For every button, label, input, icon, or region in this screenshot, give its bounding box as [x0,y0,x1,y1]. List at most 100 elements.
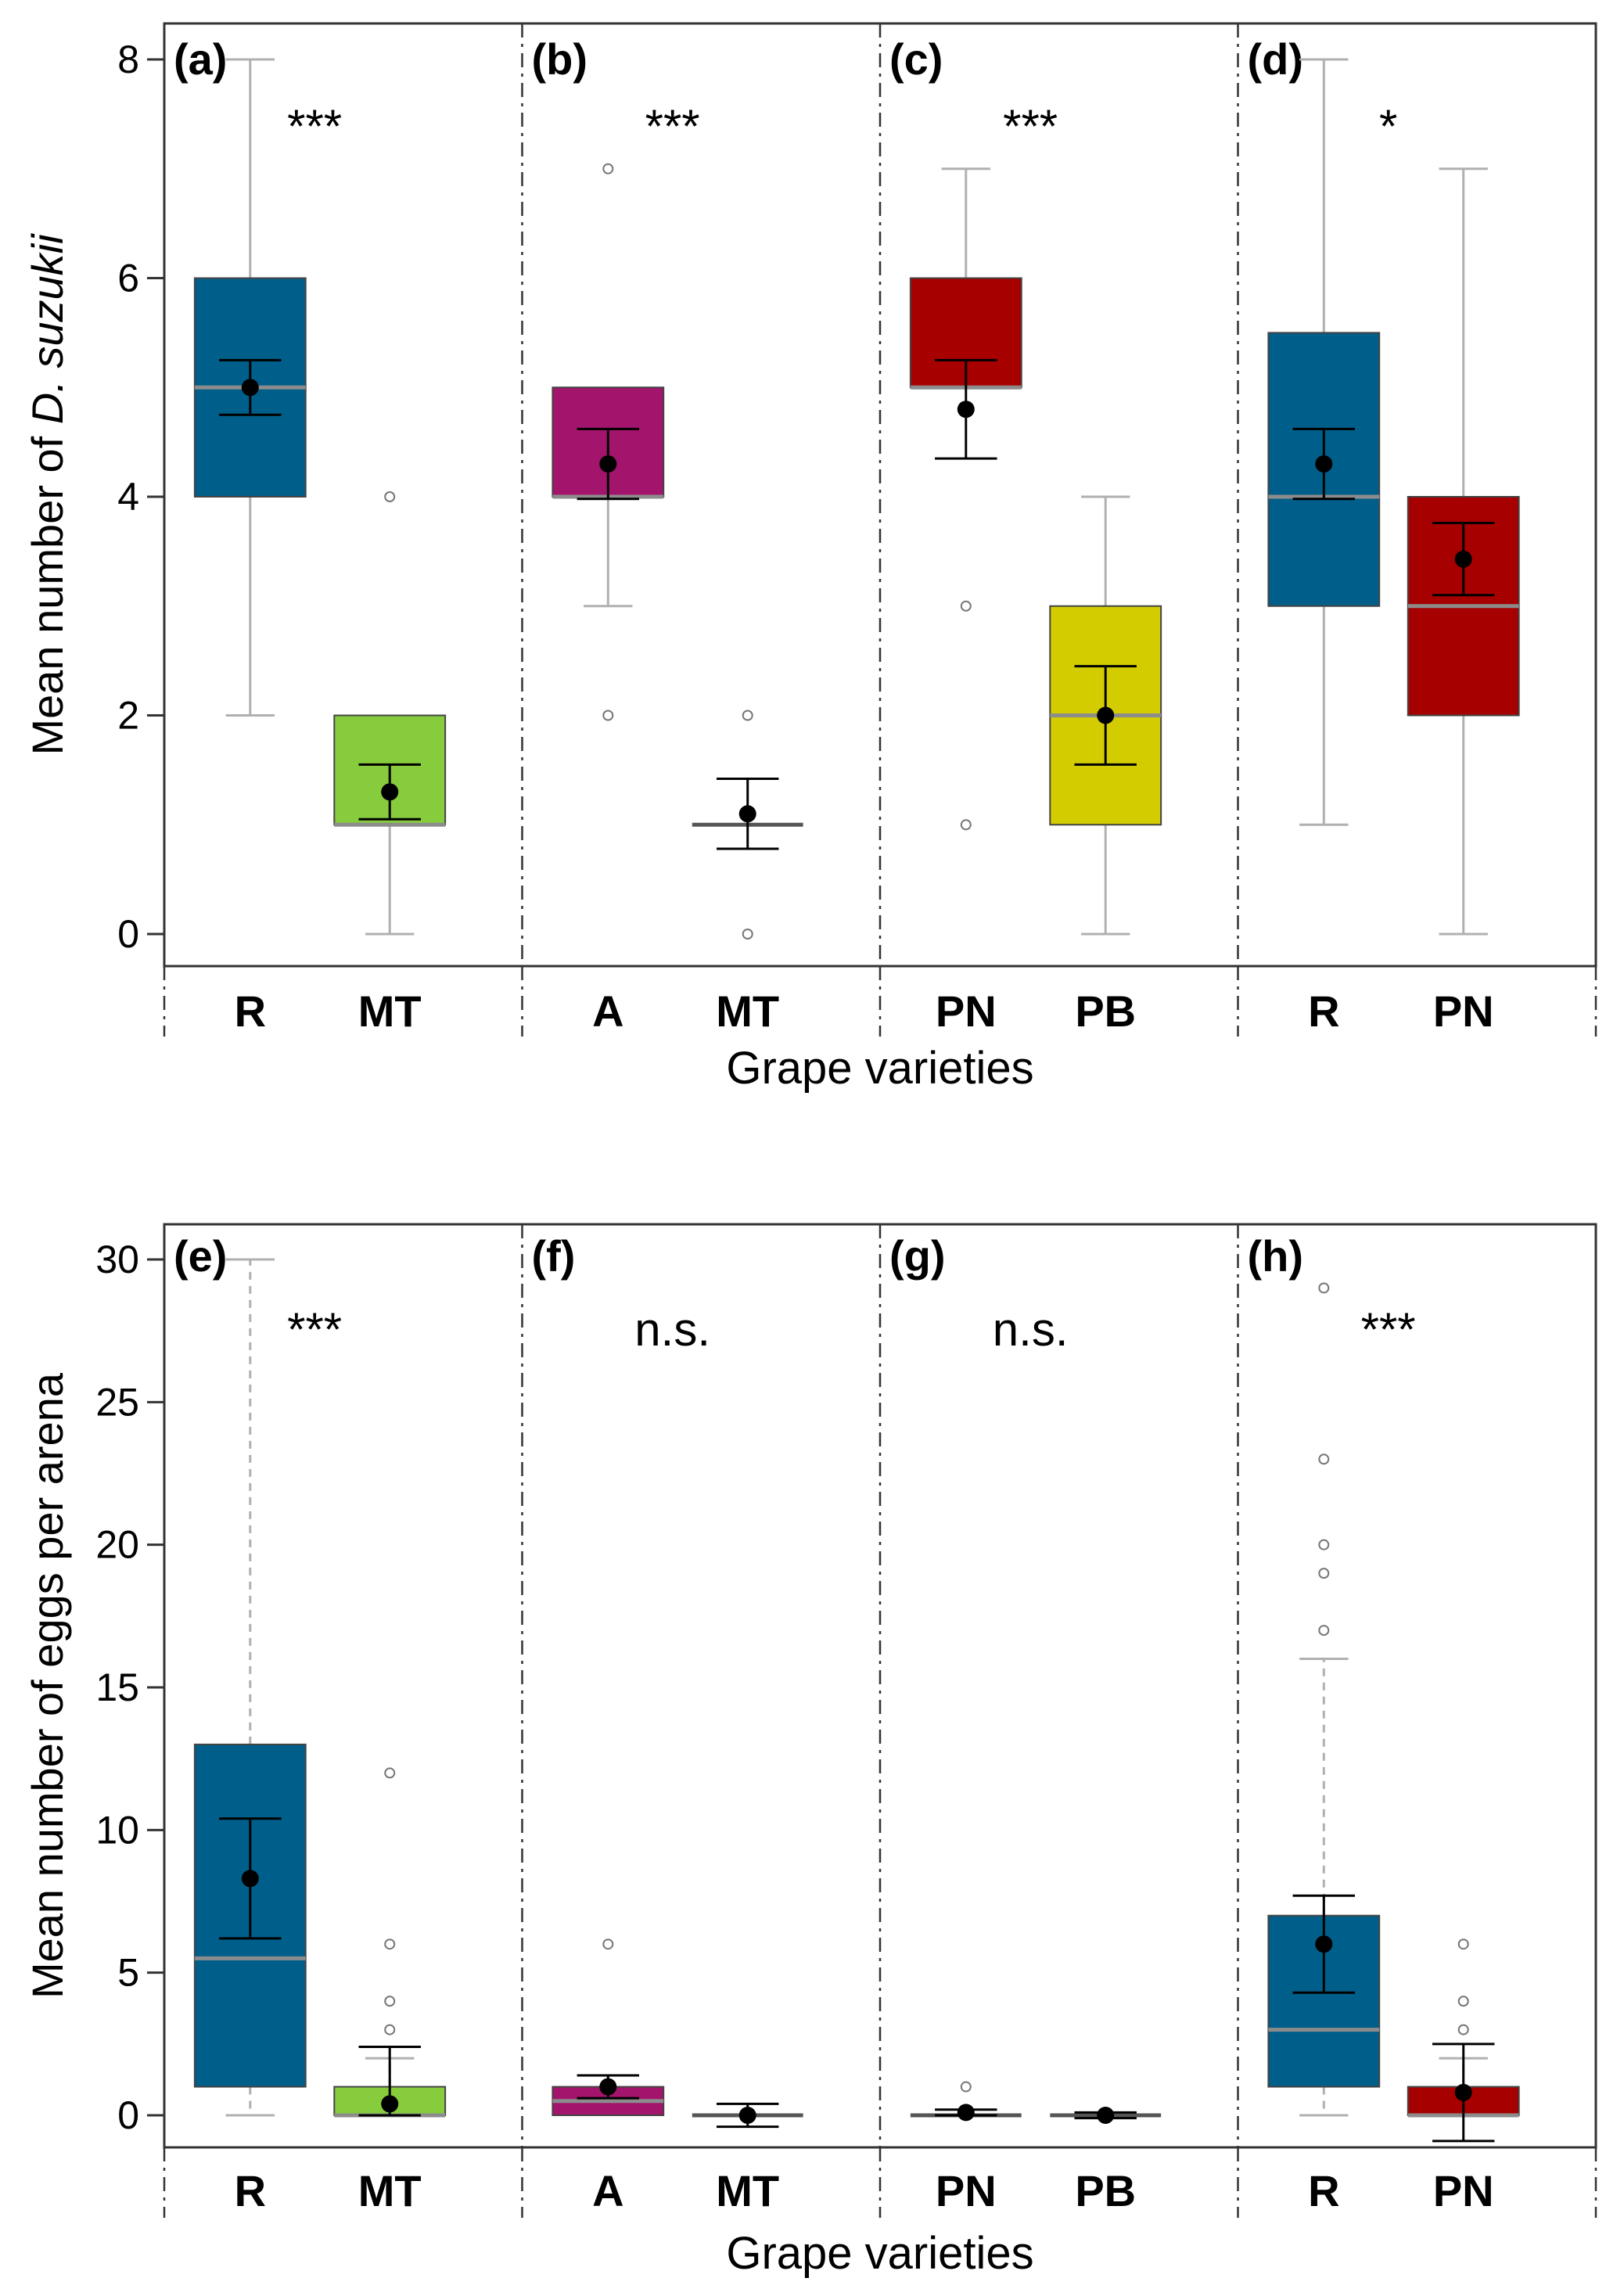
box-R [1267,1914,1381,2088]
outlier-point [960,2081,972,2093]
box-group-PN: PN [1407,167,1520,1036]
box-group-PN: PN [909,167,1022,1036]
category-label: PN [936,2166,997,2215]
category-label: MT [716,986,779,1036]
category-label: R [1308,2166,1339,2215]
outlier-point [602,163,614,174]
panel-h: (h) *** R PN [1248,1231,1520,2215]
box-group-PN: PN [1407,1938,1520,2215]
outlier-point [1457,2024,1469,2035]
mean-point [241,379,259,397]
mean-point [957,2104,975,2122]
y-tick-label: 25 [95,1380,139,1424]
panel-label: (h) [1248,1231,1304,1281]
outlier-point [1318,1625,1330,1637]
category-label: R [235,2166,266,2215]
mean-point [1097,2107,1115,2124]
mean-point [957,401,975,419]
box-group-MT: MT [333,491,447,1036]
box-group-R: R [193,1258,307,2215]
y-tick-label: 5 [117,1951,139,1995]
category-label: A [592,2166,623,2215]
panel-label: (a) [174,34,227,84]
significance-label: n.s. [993,1303,1069,1356]
mean-point [738,2107,756,2124]
y-tick-label: 20 [95,1523,139,1567]
panel-b: (b) *** A MT [532,34,803,1036]
box-group-R: R [1267,1282,1381,2215]
box-group-A: A [552,1938,665,2215]
panel-e: (e) *** R MT [174,1231,447,2215]
panel-f: (f) n.s. A MT [532,1231,803,2215]
y-axis-label: Mean number of D. suzukii [23,233,72,756]
y-tick-label: 0 [117,912,139,956]
box-group-PB: PB [1050,2107,1162,2215]
outlier-point [1318,1568,1330,1579]
panel-c: (c) *** PN PB [889,34,1162,1036]
significance-label: *** [1003,100,1058,153]
category-label: PB [1075,986,1136,1036]
panel-label: (e) [174,1231,227,1281]
y-tick-label: 10 [95,1808,139,1852]
y-tick-label: 15 [95,1665,139,1709]
box-group-MT: MT [692,2102,803,2215]
panel-label: (f) [532,1231,576,1281]
outlier-point [384,1767,396,1779]
mean-point [1315,1935,1333,1953]
panel-a: (a) *** R MT [174,34,447,1036]
box-group-MT: MT [692,710,803,1036]
box-group-MT: MT [333,1767,447,2215]
y-tick-label: 0 [117,2093,139,2137]
category-label: PB [1075,2166,1136,2215]
significance-label: * [1379,100,1397,153]
panel-label: (g) [889,1231,946,1281]
significance-label: *** [1361,1303,1416,1356]
chart-1: 0 2 4 6 8 Mean number of D. suzukii Grape vari… [23,22,1597,1094]
y-axis-label: Mean number of eggs per arena [23,1372,72,1999]
mean-point [381,783,399,801]
significance-label: *** [287,100,342,153]
outlier-point [742,710,753,721]
x-axis-label: Grape varieties [726,2228,1033,2279]
outlier-point [384,1996,396,2007]
panel-d: (d) * R PN [1248,34,1520,1036]
box-group-A: A [552,163,665,1036]
category-label: A [592,986,623,1036]
mean-point [1454,550,1472,568]
outlier-point [1318,1453,1330,1465]
mean-point [738,805,756,823]
outlier-point [602,710,614,721]
mean-point [1454,2083,1472,2101]
category-label: R [1308,986,1339,1036]
x-axis-label: Grape varieties [726,1043,1033,1094]
mean-point [599,455,617,473]
significance-label: *** [287,1303,342,1356]
category-label: PN [1433,2166,1494,2215]
mean-point [599,2078,617,2096]
outlier-point [384,1938,396,1950]
box-group-R: R [1267,58,1381,1036]
outlier-point [1457,1938,1469,1950]
y-tick-label: 6 [117,257,139,300]
y-tick-label: 2 [117,694,139,738]
outlier-point [384,491,396,502]
mean-point [381,2095,399,2113]
box-group-PB: PB [1049,495,1162,1036]
outlier-point [384,2024,396,2035]
category-label: MT [716,2166,779,2215]
outlier-point [1318,1539,1330,1550]
outlier-point [602,1938,614,1950]
category-label: PN [1433,986,1494,1036]
category-label: MT [358,2166,422,2215]
outlier-point [1457,1996,1469,2007]
y-tick-label: 4 [117,475,139,519]
mean-point [1097,706,1115,724]
category-label: R [235,986,266,1036]
panel-label: (d) [1248,34,1304,84]
box-group-R: R [193,58,307,1036]
mean-point [241,1870,259,1888]
y-tick-label: 8 [117,38,139,81]
panel-g: (g) n.s. PN PB [889,1231,1162,2215]
outlier-point [960,600,972,612]
